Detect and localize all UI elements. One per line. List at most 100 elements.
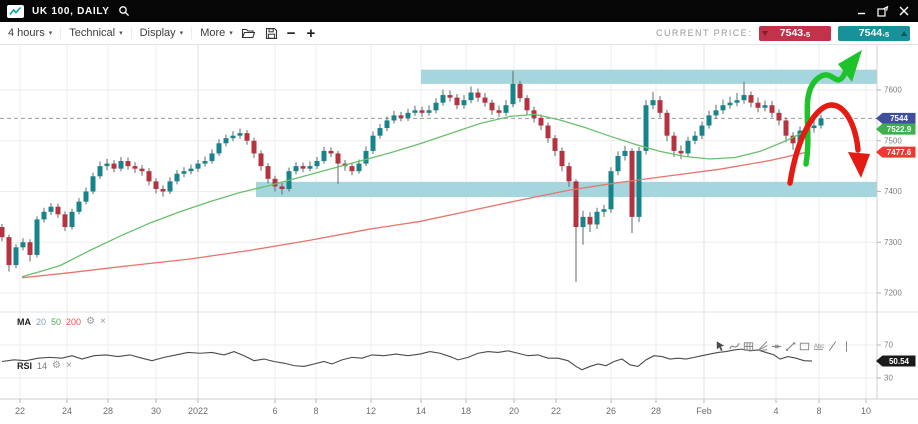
zoom-in-button[interactable]: + (306, 24, 316, 42)
current-price-label: CURRENT PRICE: (656, 28, 752, 38)
bull-candle (412, 110, 418, 113)
rectangle-tool-icon[interactable] (798, 338, 811, 354)
current-price-tag-value: 7544 (890, 114, 908, 123)
technical-dropdown[interactable]: Technical ▾ (69, 27, 122, 39)
time-axis-label: 28 (103, 406, 113, 416)
fibonacci-grid-tool-icon[interactable] (742, 338, 755, 354)
bear-candle (300, 166, 306, 169)
bull-candle (384, 120, 390, 129)
buy-price-button[interactable]: 7544. 5 (838, 25, 910, 41)
time-axis-label: Feb (696, 406, 712, 416)
bull-candle (608, 171, 614, 210)
more-dropdown[interactable]: More ▾ (200, 27, 233, 39)
price-down-icon (762, 30, 768, 36)
open-folder-icon[interactable] (241, 27, 256, 40)
bull-candle (216, 143, 222, 154)
bull-candle (405, 112, 411, 118)
bull-candle (202, 161, 208, 164)
time-axis-label: 4 (773, 406, 778, 416)
bear-candle (671, 135, 677, 151)
ma-50-line (21, 113, 809, 278)
bull-candle (314, 161, 320, 167)
trend-line-tool-icon[interactable] (784, 338, 797, 354)
text-tool-icon[interactable]: Abc (812, 338, 825, 354)
price-up-icon (901, 30, 907, 36)
diagonal-line-tool-icon[interactable] (826, 338, 839, 354)
rsi-value-tag (876, 355, 916, 367)
bull-candle (636, 150, 642, 217)
bull-candle (461, 100, 467, 106)
bull-candle (433, 102, 439, 111)
bull-candle (321, 150, 327, 162)
search-icon[interactable] (118, 5, 130, 17)
bear-candle (678, 150, 684, 154)
timeframe-dropdown[interactable]: 4 hours ▾ (8, 27, 52, 39)
technical-label: Technical (69, 27, 116, 39)
bull-candle (104, 163, 110, 167)
ma-period-200: 200 (66, 317, 82, 327)
vertical-line-tool-icon[interactable] (840, 338, 853, 354)
save-icon[interactable] (265, 27, 278, 40)
bull-candle (727, 102, 733, 106)
bull-candle (97, 166, 103, 177)
time-axis-label: 20 (509, 406, 519, 416)
popout-button[interactable] (877, 5, 889, 17)
settings-icon[interactable]: ⚙ (86, 316, 96, 327)
rsi-axis-label: 30 (884, 374, 893, 383)
bear-candle (153, 181, 159, 189)
bull-candle (223, 138, 229, 144)
close-button[interactable] (899, 6, 909, 16)
bull-candle (90, 176, 96, 192)
bull-candle (391, 115, 397, 121)
fan-lines-tool-icon[interactable] (756, 338, 769, 354)
settings-icon[interactable]: ⚙ (52, 360, 61, 371)
sell-price-value: 7543. (779, 27, 807, 39)
bull-candle (643, 105, 649, 151)
svg-text:Abc: Abc (814, 343, 824, 349)
bear-candle (335, 153, 341, 164)
zoom-out-button[interactable]: − (286, 24, 296, 42)
time-axis-label: 30 (151, 406, 161, 416)
rsi-axis-label: 70 (884, 341, 893, 350)
bear-candle (398, 115, 404, 118)
freehand-curve-tool-icon[interactable] (728, 338, 741, 354)
close-icon[interactable]: × (66, 360, 72, 371)
minimize-button[interactable] (857, 6, 867, 16)
rsi-label-name: RSI (17, 361, 33, 371)
bull-candle (20, 242, 26, 248)
pointer-tool-icon[interactable] (714, 338, 727, 354)
time-axis-label: 6 (272, 406, 277, 416)
price-axis-label: 7500 (884, 136, 902, 145)
bear-candle (0, 227, 5, 238)
close-icon[interactable]: × (100, 316, 106, 327)
bull-candle (468, 92, 474, 101)
bullish-arrowhead-icon (838, 50, 862, 82)
bull-candle (174, 173, 180, 182)
horizontal-line-tool-icon[interactable] (770, 338, 783, 354)
bear-candle (587, 216, 593, 225)
bear-candle (6, 237, 12, 266)
bear-candle (279, 186, 285, 189)
bear-candle (573, 181, 579, 228)
bull-candle (307, 166, 313, 169)
bull-candle (237, 133, 243, 136)
rsi-period: 14 (37, 361, 48, 371)
bear-candle (783, 120, 789, 136)
rsi-line (1, 348, 813, 371)
ma-slow-price-tag (876, 146, 916, 158)
bearish-arrowhead-icon (848, 152, 870, 178)
chart-area: 7600 7500 7400 7300 7200 70 30 22 24 28 30 2022 6 8 12… (0, 45, 918, 424)
timeframe-label: 4 hours (8, 27, 45, 39)
bull-candle (440, 95, 446, 103)
bear-candle (146, 171, 152, 182)
bear-candle (475, 92, 481, 98)
bull-candle (741, 95, 747, 101)
bear-candle (349, 166, 355, 172)
bull-candle (811, 125, 817, 129)
display-dropdown[interactable]: Display ▾ (140, 27, 184, 39)
sell-price-button[interactable]: 7543. 5 (759, 25, 831, 41)
time-axis-label: 12 (366, 406, 376, 416)
chevron-down-icon: ▾ (119, 30, 123, 37)
